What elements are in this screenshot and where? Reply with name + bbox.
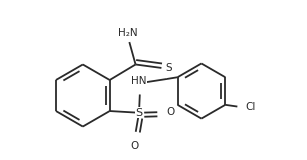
Text: O: O [166, 107, 174, 117]
Text: O: O [131, 140, 139, 151]
Text: Cl: Cl [245, 102, 255, 112]
Text: HN: HN [130, 76, 146, 86]
Text: H₂N: H₂N [118, 28, 138, 38]
Text: S: S [135, 108, 142, 118]
Text: S: S [166, 63, 172, 73]
